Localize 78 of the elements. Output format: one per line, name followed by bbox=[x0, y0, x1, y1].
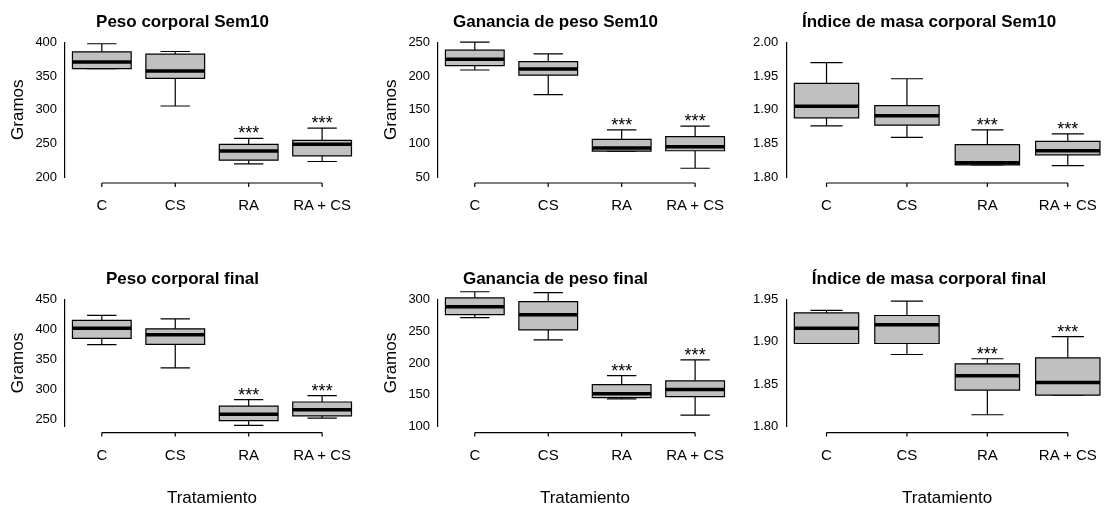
x-axis-title: Tratamiento bbox=[902, 488, 993, 508]
x-tick-label: C bbox=[821, 445, 833, 463]
x-tick-label: CS bbox=[537, 445, 559, 463]
x-tick-label: RA + CS bbox=[666, 445, 725, 463]
y-tick-label: 250 bbox=[408, 33, 431, 49]
x-tick-label: RA bbox=[611, 445, 633, 463]
x-tick-label: C bbox=[821, 196, 833, 214]
x-tick-label: RA + CS bbox=[1038, 196, 1097, 214]
x-tick-label: RA + CS bbox=[293, 445, 352, 463]
y-tick-label: 1.85 bbox=[752, 134, 779, 150]
y-tick-label: 1.90 bbox=[752, 101, 779, 117]
x-tick-label: C bbox=[96, 196, 108, 214]
y-tick-label: 400 bbox=[35, 33, 58, 49]
y-tick-label: 100 bbox=[408, 134, 431, 150]
annotation: *** bbox=[611, 360, 633, 381]
annotation: *** bbox=[976, 343, 998, 364]
annotation: *** bbox=[311, 113, 333, 134]
x-tick-label: RA + CS bbox=[1038, 445, 1097, 463]
x-tick-label: CS bbox=[896, 445, 918, 463]
y-tick-label: 150 bbox=[408, 386, 431, 402]
y-tick-label: 50 bbox=[415, 168, 431, 184]
annotation: *** bbox=[238, 384, 260, 405]
annotation: *** bbox=[1057, 118, 1079, 139]
y-tick-label: 250 bbox=[35, 134, 58, 150]
x-tick-label: RA bbox=[976, 445, 998, 463]
y-tick-label: 1.90 bbox=[752, 333, 779, 349]
y-tick-label: 1.95 bbox=[752, 290, 779, 306]
y-tick-label: 300 bbox=[35, 380, 58, 396]
x-tick-label: C bbox=[96, 445, 108, 463]
y-tick-label: 300 bbox=[35, 101, 58, 117]
y-tick-label: 2.00 bbox=[752, 33, 779, 49]
y-tick-label: 250 bbox=[35, 410, 58, 426]
y-axis-title: Gramos bbox=[7, 79, 27, 140]
annotation: *** bbox=[611, 114, 633, 135]
y-tick-label: 200 bbox=[35, 168, 58, 184]
chart-title: Ganancia de peso final bbox=[462, 268, 649, 288]
x-tick-label: RA + CS bbox=[666, 196, 725, 214]
annotation: *** bbox=[976, 114, 998, 135]
y-tick-label: 450 bbox=[35, 290, 58, 306]
x-axis-title: Tratamiento bbox=[166, 488, 257, 508]
y-tick-label: 250 bbox=[408, 322, 431, 338]
y-axis-title: Gramos bbox=[7, 332, 27, 394]
annotation: *** bbox=[238, 123, 260, 144]
y-tick-label: 350 bbox=[35, 350, 58, 366]
x-tick-label: RA bbox=[611, 196, 633, 214]
y-tick-label: 150 bbox=[408, 101, 431, 117]
annotation: *** bbox=[1057, 321, 1079, 342]
chart-title: Índice de masa corporal Sem10 bbox=[801, 11, 1057, 31]
annotation: *** bbox=[684, 111, 706, 132]
x-tick-label: CS bbox=[896, 196, 918, 214]
annotation: *** bbox=[684, 344, 706, 365]
chart-title: Índice de masa corporal final bbox=[811, 268, 1047, 288]
chart-title: Peso corporal Sem10 bbox=[96, 11, 269, 31]
y-tick-label: 200 bbox=[408, 67, 431, 83]
x-tick-label: C bbox=[469, 196, 481, 214]
x-tick-label: RA bbox=[238, 445, 260, 463]
y-tick-label: 1.80 bbox=[752, 168, 779, 184]
x-tick-label: C bbox=[469, 445, 481, 463]
y-tick-label: 300 bbox=[408, 290, 431, 306]
y-axis-title: Gramos bbox=[380, 79, 400, 140]
x-tick-label: CS bbox=[537, 196, 559, 214]
y-tick-label: 200 bbox=[408, 354, 431, 370]
x-axis-title: Tratamiento bbox=[539, 488, 630, 508]
x-tick-label: RA bbox=[238, 196, 260, 214]
chart-title: Peso corporal final bbox=[105, 268, 260, 288]
x-tick-label: RA bbox=[976, 196, 998, 214]
y-axis-title: Gramos bbox=[380, 332, 400, 394]
y-tick-label: 350 bbox=[35, 67, 58, 83]
y-tick-label: 1.95 bbox=[752, 67, 779, 83]
annotation: *** bbox=[311, 380, 333, 401]
y-tick-label: 1.85 bbox=[752, 375, 779, 391]
y-tick-label: 100 bbox=[408, 418, 431, 434]
x-tick-label: CS bbox=[164, 445, 186, 463]
chart-title: Ganancia de peso Sem10 bbox=[452, 11, 659, 31]
y-tick-label: 1.80 bbox=[752, 418, 779, 434]
x-tick-label: CS bbox=[164, 196, 186, 214]
y-tick-label: 400 bbox=[35, 320, 58, 336]
x-tick-label: RA + CS bbox=[293, 196, 352, 214]
